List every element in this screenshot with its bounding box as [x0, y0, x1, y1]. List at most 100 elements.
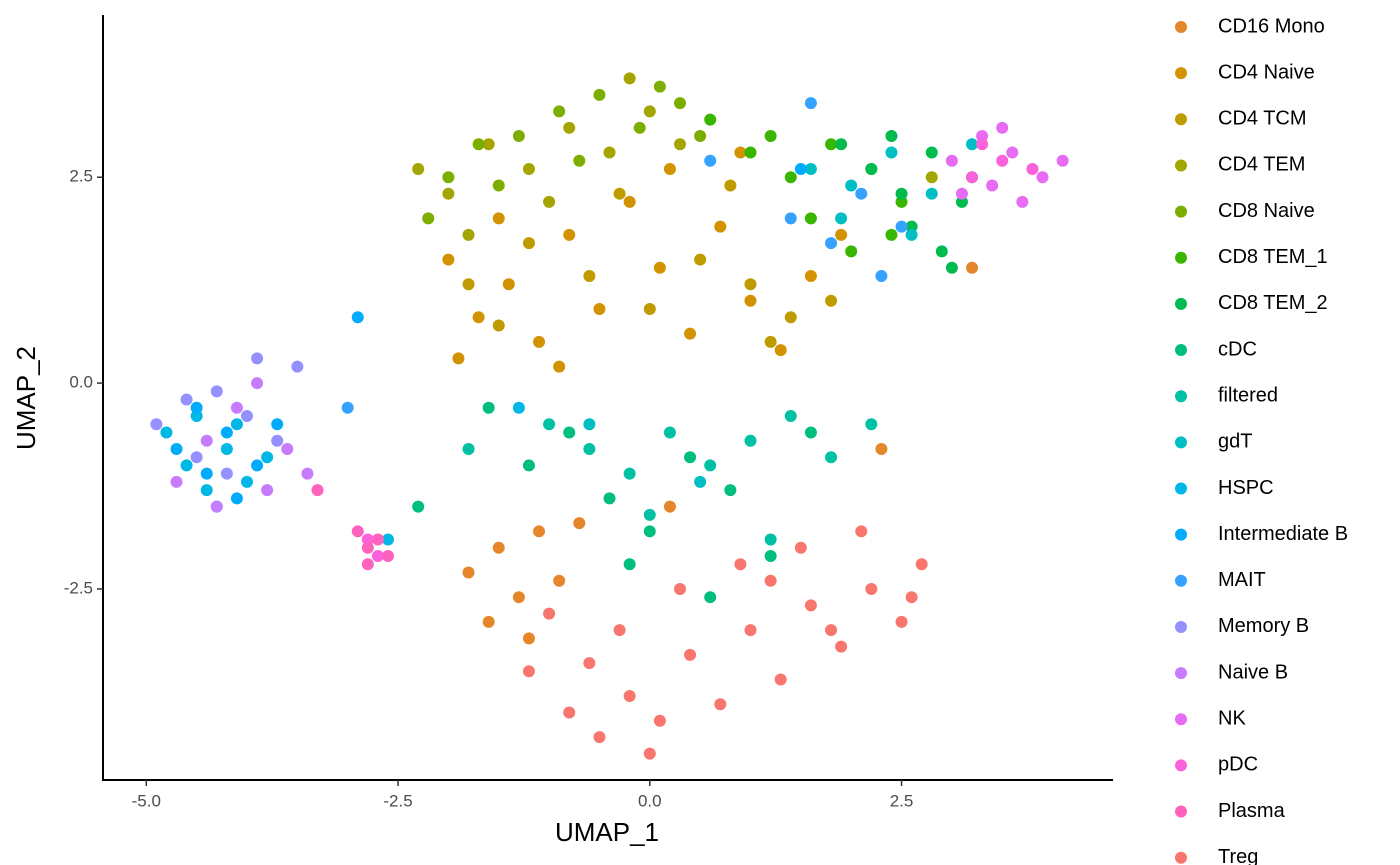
legend-swatch: [1175, 67, 1187, 80]
point: [825, 294, 838, 307]
point: [673, 97, 686, 110]
point: [794, 162, 807, 175]
point: [643, 525, 656, 538]
point: [251, 352, 264, 365]
legend-label: Naive B: [1218, 661, 1288, 683]
point: [150, 418, 163, 431]
point: [704, 113, 717, 126]
legend-label: Intermediate B: [1218, 523, 1348, 545]
point: [341, 401, 354, 414]
legend-swatch: [1175, 344, 1187, 357]
point: [553, 360, 566, 373]
point: [764, 574, 777, 587]
point: [996, 121, 1009, 134]
point: [925, 146, 938, 159]
legend-swatch: [1175, 528, 1187, 541]
point: [623, 558, 636, 571]
point: [482, 401, 495, 414]
point: [261, 484, 274, 497]
point: [190, 410, 203, 423]
point: [684, 648, 697, 661]
point: [623, 690, 636, 703]
y-tick-label: -2.5: [64, 578, 93, 597]
point: [251, 459, 264, 472]
point: [734, 558, 747, 571]
point: [522, 665, 535, 678]
point: [1036, 171, 1049, 184]
legend-swatch: [1175, 851, 1187, 864]
point: [784, 410, 797, 423]
point: [180, 459, 193, 472]
point: [804, 97, 817, 110]
legend-swatch: [1175, 805, 1187, 818]
point: [976, 130, 989, 143]
point: [492, 179, 505, 192]
legend-label: CD8 TEM_1: [1218, 246, 1328, 268]
point: [271, 418, 284, 431]
point: [623, 467, 636, 480]
point: [261, 451, 274, 464]
point: [774, 673, 787, 686]
point: [593, 88, 606, 101]
point: [945, 261, 958, 274]
point: [563, 426, 576, 439]
point: [784, 212, 797, 225]
point: [895, 220, 908, 233]
y-tick-label: 0.0: [69, 373, 93, 392]
point: [673, 582, 686, 595]
point: [281, 442, 294, 455]
point: [835, 640, 848, 653]
point: [452, 352, 465, 365]
point: [835, 228, 848, 241]
point: [855, 187, 868, 200]
point: [744, 278, 757, 291]
point: [230, 492, 243, 505]
y-tick-label: 2.5: [69, 167, 93, 186]
point: [744, 434, 757, 447]
point: [694, 475, 707, 488]
point: [462, 278, 475, 291]
x-axis-title: UMAP_1: [555, 817, 659, 847]
point: [895, 187, 908, 200]
point: [825, 237, 838, 250]
point: [603, 146, 616, 159]
legend-label: CD8 TEM_2: [1218, 292, 1328, 314]
point: [190, 401, 203, 414]
point: [482, 615, 495, 628]
point: [784, 311, 797, 324]
legend-swatch: [1175, 113, 1187, 126]
point: [895, 195, 908, 208]
point: [986, 179, 999, 192]
point: [613, 624, 626, 637]
point: [533, 335, 546, 348]
point: [240, 410, 253, 423]
point: [220, 426, 233, 439]
point: [240, 475, 253, 488]
point: [643, 747, 656, 760]
legend-label: Memory B: [1218, 615, 1309, 637]
point: [825, 138, 838, 151]
point: [472, 311, 485, 324]
point: [381, 550, 394, 563]
legend-label: pDC: [1218, 754, 1258, 776]
point: [895, 615, 908, 628]
legend-label: cDC: [1218, 338, 1257, 360]
point: [412, 500, 425, 513]
point: [563, 228, 576, 241]
point: [351, 311, 364, 324]
legend-swatch: [1175, 667, 1187, 680]
point: [643, 105, 656, 118]
legend-swatch: [1175, 159, 1187, 172]
point: [784, 171, 797, 184]
point: [462, 566, 475, 579]
point: [744, 146, 757, 159]
point: [976, 138, 989, 151]
point: [563, 121, 576, 134]
y-axis-title: UMAP_2: [11, 346, 41, 450]
point: [361, 558, 374, 571]
point: [835, 212, 848, 225]
point: [724, 179, 737, 192]
point: [966, 138, 979, 151]
